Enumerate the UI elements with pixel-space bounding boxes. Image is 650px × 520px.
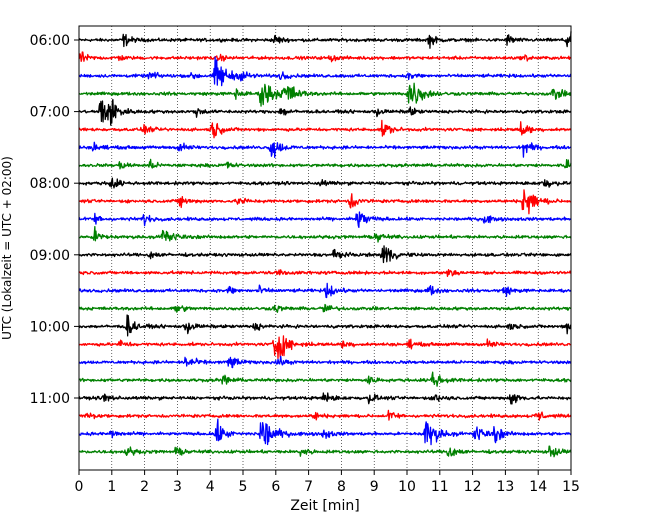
- y-tick-label-09:00: 09:00: [30, 248, 70, 264]
- x-tick-label-1: 1: [107, 479, 116, 495]
- y-tick-label-06:00: 06:00: [30, 33, 70, 49]
- trace-row-11:30: [78, 418, 572, 446]
- y-axis-label: UTC (Lokalzeit = UTC + 02:00): [0, 156, 14, 340]
- y-tick-label-07:00: 07:00: [30, 105, 70, 121]
- x-tick-label-13: 13: [496, 479, 514, 495]
- trace-row-11:15: [78, 409, 572, 421]
- trace-row-10:30: [78, 355, 572, 369]
- x-axis-ticks: 0 1 2 3 4 5 6 7 8 9 10 11 12 13 14 15: [75, 470, 580, 495]
- trace-row-06:30: [78, 56, 572, 87]
- trace-row-10:15: [78, 335, 572, 360]
- x-tick-label-6: 6: [271, 479, 280, 495]
- y-tick-label-10:00: 10:00: [30, 319, 70, 335]
- trace-row-06:15: [78, 51, 572, 63]
- trace-row-07:15: [78, 119, 572, 139]
- trace-row-11:45: [78, 445, 572, 458]
- x-tick-label-14: 14: [529, 479, 547, 495]
- y-tick-label-11:00: 11:00: [30, 391, 70, 407]
- x-tick-label-10: 10: [398, 479, 416, 495]
- x-tick-label-12: 12: [464, 479, 482, 495]
- x-tick-label-3: 3: [173, 479, 182, 495]
- x-tick-label-4: 4: [206, 479, 215, 495]
- trace-row-09:30: [78, 282, 572, 299]
- x-tick-label-11: 11: [431, 479, 449, 495]
- y-axis-ticks: 06:00 07:00 08:00 09:00 10:00 11:00: [30, 33, 79, 407]
- x-tick-label-15: 15: [562, 479, 580, 495]
- trace-row-08:30: [78, 211, 572, 229]
- y-tick-label-08:00: 08:00: [30, 176, 70, 192]
- x-tick-label-7: 7: [304, 479, 313, 495]
- trace-row-09:00: [78, 245, 572, 264]
- trace-row-07:00: [78, 98, 572, 126]
- x-tick-label-8: 8: [337, 479, 346, 495]
- trace-row-08:15: [78, 189, 572, 215]
- trace-row-07:45: [78, 158, 572, 170]
- seismic-traces: [78, 31, 572, 458]
- x-tick-label-0: 0: [75, 479, 84, 495]
- trace-row-06:00: [78, 31, 572, 49]
- trace-row-09:15: [78, 268, 572, 277]
- trace-row-08:45: [78, 225, 572, 243]
- trace-row-10:00: [78, 314, 572, 337]
- trace-row-09:45: [78, 303, 572, 313]
- x-tick-label-9: 9: [370, 479, 379, 495]
- trace-row-08:00: [78, 177, 572, 189]
- x-tick-label-5: 5: [239, 479, 248, 495]
- plot-frame: [78, 25, 572, 471]
- trace-row-07:30: [78, 141, 572, 158]
- x-tick-label-2: 2: [140, 479, 149, 495]
- trace-row-10:45: [78, 371, 572, 387]
- x-axis-label: Zeit [min]: [290, 498, 359, 514]
- trace-row-06:45: [78, 82, 572, 107]
- trace-row-11:00: [78, 392, 572, 405]
